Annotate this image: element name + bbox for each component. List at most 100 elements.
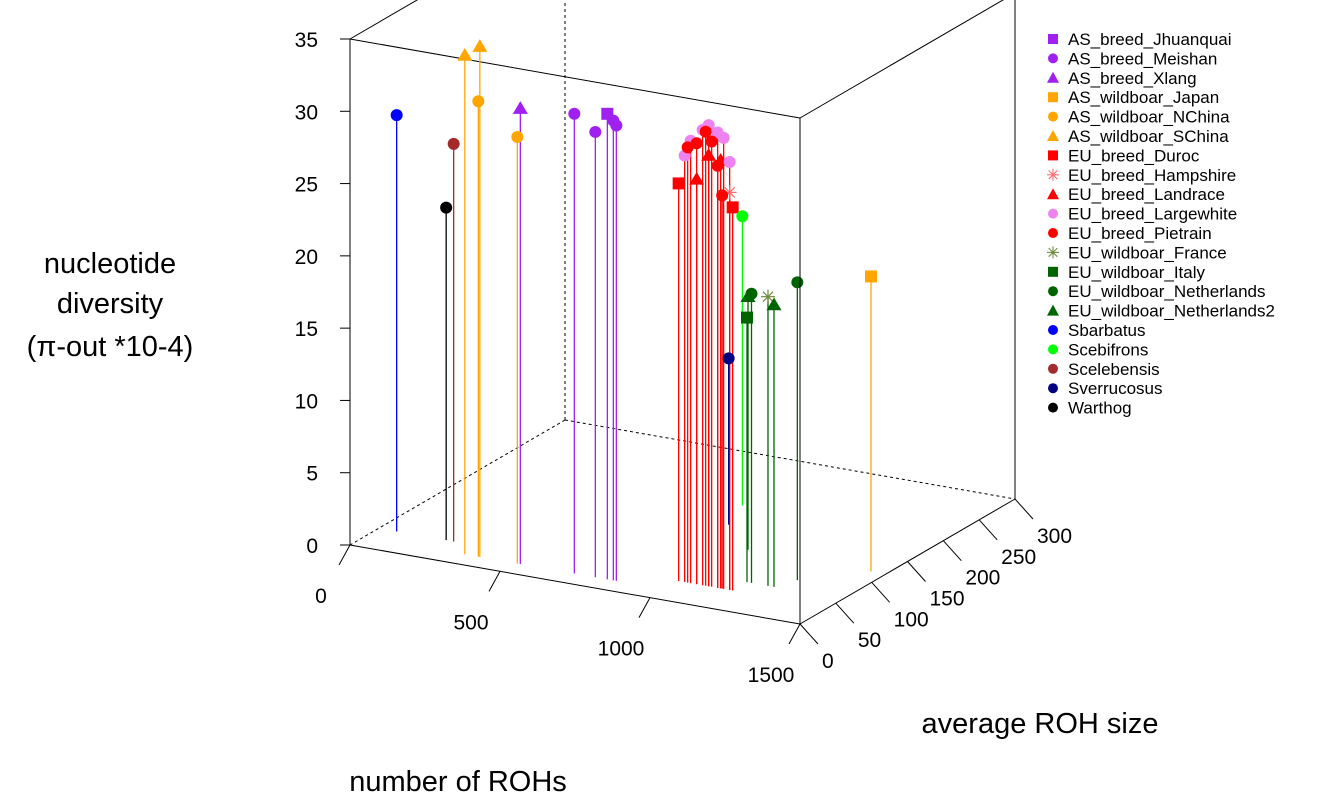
legend-label: EU_wildboar_Netherlands	[1068, 282, 1266, 301]
data-point	[699, 125, 712, 138]
data-point	[761, 289, 775, 304]
data-point	[726, 201, 739, 214]
data-point	[717, 131, 730, 144]
data-point	[472, 39, 488, 52]
legend-marker	[1048, 111, 1058, 122]
data-point	[390, 109, 403, 122]
x-tick-label: 0	[315, 585, 327, 608]
legend-item: AS_breed_Xlang	[1047, 69, 1197, 88]
legend-label: AS_wildboar_SChina	[1068, 127, 1229, 146]
legend-item: AS_wildboar_NChina	[1048, 108, 1230, 127]
legend-marker	[1048, 325, 1058, 335]
legend-item: AS_breed_Jhuanquai	[1048, 30, 1232, 49]
legend-item: EU_wildboar_Italy	[1048, 263, 1206, 282]
box-edge	[349, 544, 801, 625]
data-point	[705, 135, 718, 148]
legend-marker	[1047, 188, 1059, 200]
box-edge	[799, 0, 1004, 119]
x-tick-label: 1000	[598, 638, 645, 661]
y-tick-mark	[942, 540, 962, 562]
y-tick-label: 150	[930, 588, 965, 611]
legend-label: AS_wildboar_Japan	[1068, 88, 1219, 107]
z-axis-title-line-3: (π-out *10-4)	[27, 331, 194, 363]
y-tick-mark	[978, 519, 998, 541]
y-tick-label: 250	[1001, 546, 1036, 569]
data-point	[589, 125, 602, 138]
stems-layer	[396, 46, 872, 591]
x-tick-mark	[638, 597, 651, 618]
data-point	[791, 276, 804, 289]
legend-label: AS_wildboar_NChina	[1068, 108, 1230, 127]
box-edge	[349, 0, 419, 40]
x-axis-title: number of ROHs	[349, 766, 567, 798]
x-tick-mark	[488, 571, 501, 592]
z-axis-title-line-1: nucleotide	[44, 248, 176, 280]
data-point	[736, 210, 749, 223]
legend-item: Sverrucosus	[1048, 379, 1162, 398]
y-tick-mark	[835, 602, 855, 624]
legend-marker	[1048, 53, 1058, 64]
y-tick-mark	[799, 623, 819, 645]
legend: AS_breed_JhuanquaiAS_breed_MeishanAS_bre…	[1047, 30, 1275, 418]
legend-label: EU_breed_Duroc	[1068, 146, 1200, 165]
legend-item: EU_breed_Duroc	[1048, 146, 1200, 165]
legend-marker	[1048, 266, 1058, 277]
legend-label: Scelebensis	[1068, 360, 1160, 379]
legend-label: Sbarbatus	[1068, 321, 1146, 340]
legend-item: AS_breed_Meishan	[1048, 49, 1217, 68]
legend-label: EU_breed_Hampshire	[1068, 166, 1236, 185]
legend-marker	[1047, 168, 1059, 181]
data-point	[681, 141, 694, 154]
x-tick-mark	[788, 623, 801, 645]
data-point	[865, 270, 877, 283]
data-point	[740, 289, 756, 303]
y-axis-title: average ROH size	[922, 708, 1159, 740]
legend-marker	[1047, 130, 1059, 141]
z-tick-label: 35	[295, 29, 318, 52]
box-frame	[349, 0, 1016, 546]
y-tick-mark	[871, 581, 891, 603]
legend-item: EU_wildboar_Netherlands2	[1047, 302, 1275, 321]
data-point	[472, 95, 485, 108]
z-tick-label: 0	[306, 535, 318, 558]
data-point	[711, 159, 724, 172]
legend-marker	[1048, 286, 1058, 297]
data-point	[722, 352, 735, 365]
legend-label: Scebifrons	[1068, 340, 1148, 359]
points-layer	[390, 39, 877, 365]
legend-marker	[1048, 383, 1058, 394]
legend-marker	[1047, 246, 1059, 259]
legend-label: EU_breed_Pietrain	[1068, 224, 1212, 243]
z-tick-label: 15	[295, 318, 318, 341]
data-point	[741, 311, 753, 324]
legend-item: EU_breed_Pietrain	[1048, 224, 1212, 243]
y-tick-mark	[1014, 498, 1034, 520]
legend-label: Warthog	[1068, 399, 1132, 418]
legend-label: AS_breed_Jhuanquai	[1068, 30, 1232, 49]
x-tick-label: 1500	[748, 664, 795, 687]
x-tick-mark	[338, 544, 351, 566]
data-point	[511, 131, 524, 144]
data-point	[607, 114, 620, 127]
legend-item: Scebifrons	[1048, 340, 1148, 359]
data-point	[512, 101, 528, 114]
z-tick-label: 10	[295, 390, 318, 413]
legend-label: EU_wildboar_Netherlands2	[1068, 302, 1275, 321]
box-edge-hidden	[349, 419, 566, 546]
legend-marker	[1048, 150, 1058, 161]
z-tick-label: 20	[295, 246, 318, 269]
y-tick-label: 300	[1037, 525, 1072, 548]
legend-label: EU_breed_Largewhite	[1068, 205, 1237, 224]
legend-label: EU_wildboar_France	[1068, 243, 1227, 262]
data-point	[568, 107, 581, 120]
x-tick-label: 500	[453, 611, 488, 634]
legend-item: EU_breed_Largewhite	[1048, 205, 1237, 224]
legend-item: AS_wildboar_Japan	[1048, 88, 1219, 107]
box-edge	[349, 38, 801, 119]
axis-ticks: 0 5 10 15 20 25 30 35 0 500 1000 1500 0 50 10015020025…	[295, 29, 1072, 687]
legend-item: EU_wildboar_France	[1047, 243, 1227, 262]
data-point	[457, 48, 473, 61]
data-point	[723, 156, 736, 169]
data-point	[440, 201, 453, 214]
